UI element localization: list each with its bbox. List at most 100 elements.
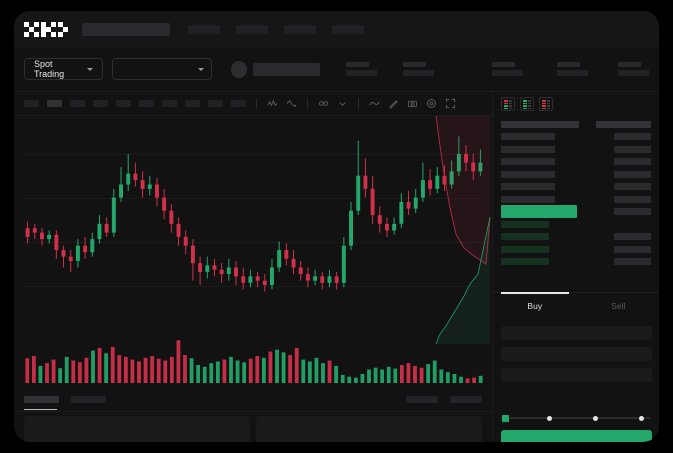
amount-percent-stepper[interactable] — [501, 412, 652, 424]
chevron-down-icon[interactable] — [337, 98, 348, 109]
orderbook-ask-row — [501, 156, 651, 169]
line-chart-icon[interactable] — [369, 98, 380, 109]
stepper-dot-50[interactable] — [593, 415, 598, 421]
orderbook-ask-row — [501, 131, 651, 144]
bottom-panel-left[interactable] — [24, 416, 250, 442]
nav-item-trade[interactable] — [236, 24, 268, 34]
timeframe-4h[interactable] — [139, 100, 154, 107]
chart-gridline — [22, 286, 484, 287]
orderbook-header-row — [501, 118, 651, 131]
bottom-panels — [14, 416, 492, 442]
orderbook-rows[interactable] — [493, 115, 659, 305]
top-navigation-bar — [14, 11, 659, 47]
timeframe-30m[interactable] — [93, 100, 108, 107]
chart-toolbar — [14, 92, 492, 116]
orderbook-ask-row — [501, 181, 651, 194]
stat-low — [492, 62, 524, 76]
timeframe-1h[interactable] — [116, 100, 131, 107]
submit-order-button[interactable] — [501, 430, 652, 442]
stat-value — [403, 70, 435, 76]
orderbook-bid-row — [501, 218, 651, 231]
pencil-icon[interactable] — [388, 98, 399, 109]
bottom-panel-right[interactable] — [256, 416, 482, 442]
depth-chart-overlay — [435, 116, 491, 345]
chart-gridline — [22, 154, 484, 155]
trading-mode-selector[interactable]: Spot Trading — [24, 58, 103, 80]
orderbook-sidebar: Buy Sell — [492, 92, 659, 442]
compare-icon[interactable] — [286, 98, 297, 109]
stat-volume-base — [557, 62, 589, 76]
orderbook-ask-row — [501, 168, 651, 181]
toolbar-divider — [307, 98, 308, 109]
order-entry-form — [493, 318, 659, 390]
stat-label — [618, 62, 642, 67]
timeframe-15m[interactable] — [70, 100, 85, 107]
timeframe-1m[interactable] — [24, 100, 39, 107]
orders-action-2[interactable] — [450, 396, 482, 403]
stat-label — [492, 62, 516, 67]
tab-open-orders[interactable] — [24, 396, 59, 410]
timeframe-more[interactable] — [231, 100, 246, 107]
stat-value — [346, 70, 378, 76]
orderbook-bid-row — [501, 243, 651, 256]
stepper-track — [503, 417, 650, 419]
timeframe-1mo[interactable] — [208, 100, 223, 107]
timeframe-5m[interactable] — [47, 100, 62, 107]
pair-header-bar: Spot Trading — [14, 47, 659, 92]
nav-item-more[interactable] — [332, 24, 364, 34]
candlestick-series — [25, 136, 483, 292]
order-price-field[interactable] — [501, 326, 652, 340]
fullscreen-icon[interactable] — [445, 98, 456, 109]
orderbook-mode-buy-icon[interactable] — [520, 97, 534, 111]
target-icon[interactable] — [426, 98, 437, 109]
orderbook-mode-both-icon[interactable] — [501, 97, 515, 111]
stat-value — [557, 70, 589, 76]
orders-action-1[interactable] — [406, 396, 438, 403]
stat-label — [403, 62, 427, 67]
indicator-icon[interactable] — [267, 98, 278, 109]
toolbar-divider — [358, 98, 359, 109]
stepper-dot-25[interactable] — [547, 415, 552, 421]
stat-change — [346, 62, 378, 76]
stat-label — [557, 62, 581, 67]
stepper-handle[interactable] — [501, 413, 510, 423]
order-total-field[interactable] — [501, 368, 652, 382]
orderbook-ask-row — [501, 193, 651, 206]
stat-value — [492, 70, 524, 76]
nav-item-earn[interactable] — [284, 24, 316, 34]
chevron-down-icon — [87, 67, 93, 71]
trading-pair-selector[interactable] — [112, 58, 213, 80]
okx-logo[interactable] — [24, 21, 68, 37]
timeframe-1w[interactable] — [185, 100, 200, 107]
price-chart-panel[interactable] — [14, 116, 492, 388]
global-search-input[interactable] — [82, 22, 170, 36]
chevron-down-icon — [198, 67, 205, 71]
toolbar-divider — [256, 98, 257, 109]
orderbook-spread-row[interactable] — [501, 205, 651, 219]
stat-value — [618, 70, 650, 76]
tab-buy[interactable]: Buy — [493, 292, 577, 318]
chart-gridline — [22, 198, 484, 199]
nav-item-markets[interactable] — [188, 24, 220, 34]
volume-series — [25, 340, 483, 383]
orderbook-mode-sell-icon[interactable] — [539, 97, 553, 111]
stat-high — [403, 62, 435, 76]
settings-icon[interactable] — [318, 98, 329, 109]
stat-label — [346, 62, 370, 67]
stat-volume-quote — [618, 62, 650, 76]
order-amount-field[interactable] — [501, 347, 652, 361]
tab-order-history[interactable] — [71, 396, 106, 403]
stepper-dot-75[interactable] — [639, 415, 644, 421]
orderbook-display-modes — [493, 92, 659, 115]
app-screen: Spot Trading — [14, 11, 659, 442]
orderbook-bid-row — [501, 256, 651, 269]
tab-sell[interactable]: Sell — [611, 300, 626, 311]
orderbook-bid-row — [501, 231, 651, 244]
timeframe-1d[interactable] — [162, 100, 177, 107]
last-price-value — [253, 62, 321, 76]
camera-icon[interactable] — [407, 98, 418, 109]
order-side-tabs: Buy Sell — [493, 292, 659, 318]
okx-logo-icon — [24, 21, 68, 37]
chart-gridline — [22, 242, 484, 243]
